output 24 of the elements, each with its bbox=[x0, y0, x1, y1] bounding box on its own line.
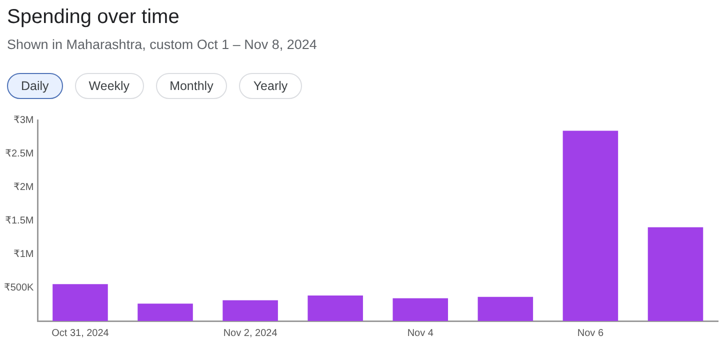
bar bbox=[562, 130, 618, 321]
bar bbox=[52, 284, 108, 321]
chart-subtitle: Shown in Maharashtra, custom Oct 1 – Nov 8, 2024 bbox=[7, 37, 317, 52]
period-button: Monthly bbox=[156, 73, 228, 99]
period-button: Yearly bbox=[239, 73, 302, 99]
bar bbox=[648, 227, 704, 321]
y-tick-label: ₹500K bbox=[4, 282, 34, 294]
x-tick-label: Nov 6 bbox=[577, 328, 604, 339]
period-button: Weekly bbox=[74, 73, 144, 99]
x-tick-label: Nov 2, 2024 bbox=[223, 328, 278, 339]
y-tick-label: ₹2.5M bbox=[5, 148, 34, 160]
bar bbox=[222, 300, 278, 321]
y-tick-label: ₹2M bbox=[13, 182, 34, 193]
y-tick-label: ₹1.5M bbox=[5, 215, 34, 226]
y-tick-label: ₹1M bbox=[13, 248, 34, 260]
bar bbox=[392, 298, 448, 321]
bar bbox=[478, 296, 534, 321]
bar bbox=[308, 296, 363, 321]
x-tick-label: Oct 31, 2024 bbox=[52, 328, 110, 339]
period-button: Daily bbox=[7, 73, 63, 99]
x-tick-label: Nov 4 bbox=[407, 328, 434, 339]
chart-title: Spending over time bbox=[7, 6, 180, 29]
y-tick-label: ₹3M bbox=[13, 114, 34, 126]
bar bbox=[138, 304, 193, 321]
